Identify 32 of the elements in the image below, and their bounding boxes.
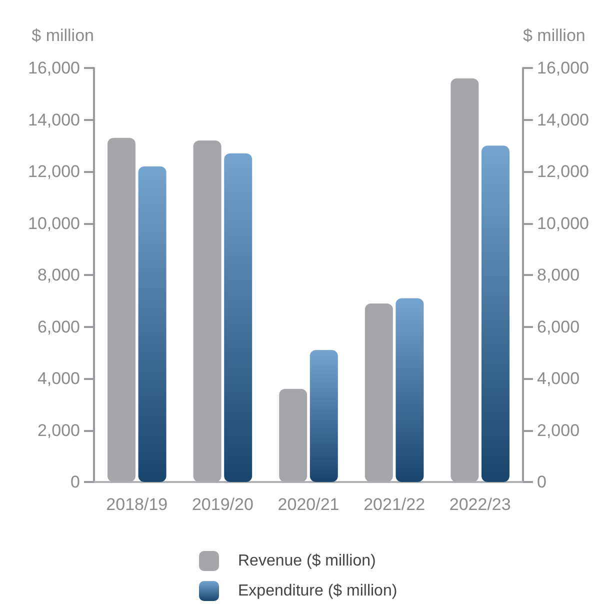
y-tick-label: 4,000 <box>37 369 80 388</box>
y2-axis-title: $ million <box>523 26 586 45</box>
x-tick-label: 2019/20 <box>192 495 254 514</box>
legend-label: Expenditure ($ million) <box>238 582 398 600</box>
bar <box>396 298 424 482</box>
y-tick-label: 16,000 <box>28 58 80 78</box>
legend-label: Revenue ($ million) <box>238 552 376 570</box>
bar <box>224 153 252 482</box>
y-axis-title: $ million <box>32 26 94 45</box>
y2-tick-label: 8,000 <box>537 266 580 284</box>
y2-tick-label: 0 <box>537 472 546 492</box>
bar <box>310 350 338 482</box>
y2-tick-label: 14,000 <box>537 110 589 130</box>
x-tick-label: 2018/19 <box>106 495 168 514</box>
y-tick-label: 8,000 <box>37 266 80 284</box>
y-tick-label: 6,000 <box>37 317 80 336</box>
bar <box>138 166 166 482</box>
y-tick-label: 2,000 <box>37 420 80 440</box>
y-tick-label: 0 <box>70 472 80 492</box>
y-tick-label: 12,000 <box>28 162 80 181</box>
y2-tick-label: 2,000 <box>537 420 580 440</box>
x-tick-label: 2022/23 <box>449 495 511 514</box>
bar <box>482 146 510 482</box>
x-tick-label: 2021/22 <box>364 495 426 514</box>
y2-tick-label: 16,000 <box>537 58 589 78</box>
y-tick-label: 10,000 <box>28 214 80 233</box>
y-tick-label: 14,000 <box>28 110 80 130</box>
y2-tick-label: 12,000 <box>537 162 589 181</box>
y2-tick-label: 10,000 <box>537 214 589 233</box>
x-tick-label: 2020/21 <box>278 495 340 514</box>
y2-tick-label: 6,000 <box>537 317 580 336</box>
y2-tick-label: 4,000 <box>537 369 580 388</box>
